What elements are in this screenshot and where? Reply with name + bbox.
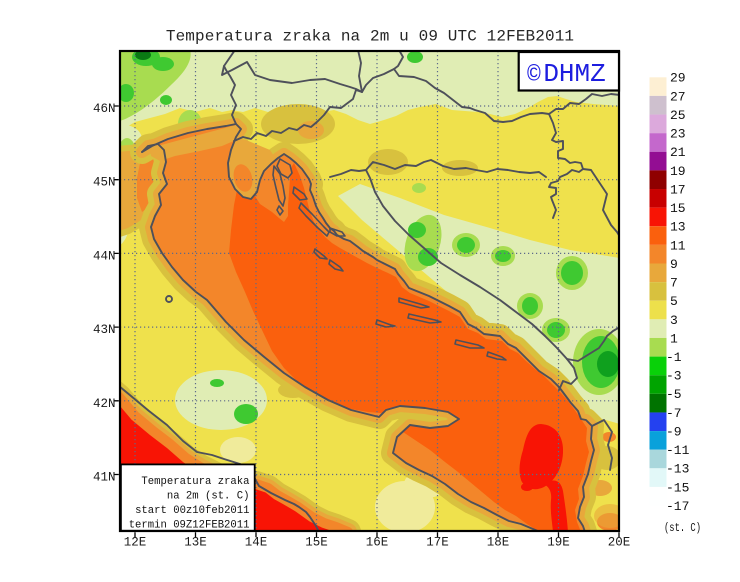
svg-text:5: 5 [670, 294, 678, 309]
svg-text:17: 17 [670, 182, 686, 197]
svg-text:Temperatura zraka: Temperatura zraka [141, 476, 249, 488]
svg-text:termin 09Z12FEB2011: termin 09Z12FEB2011 [129, 520, 250, 532]
svg-text:42N: 42N [93, 397, 116, 411]
svg-text:29: 29 [670, 71, 686, 86]
svg-text:Temperatura zraka na 2m u 09 U: Temperatura zraka na 2m u 09 UTC 12FEB20… [166, 28, 574, 46]
svg-text:15: 15 [670, 201, 686, 216]
svg-text:-5: -5 [666, 387, 682, 402]
svg-text:-7: -7 [666, 406, 682, 421]
svg-text:1: 1 [670, 331, 678, 346]
svg-text:43N: 43N [93, 323, 116, 337]
svg-text:na 2m (st. C): na 2m (st. C) [167, 491, 250, 503]
svg-text:14E: 14E [245, 536, 268, 550]
svg-text:9: 9 [670, 257, 678, 272]
svg-text:44N: 44N [93, 249, 116, 263]
svg-text:41N: 41N [93, 471, 116, 485]
svg-text:-3: -3 [666, 369, 682, 384]
svg-text:45N: 45N [93, 176, 116, 190]
svg-text:-1: -1 [666, 350, 682, 365]
svg-text:18E: 18E [487, 536, 510, 550]
svg-text:25: 25 [670, 108, 686, 123]
svg-text:11: 11 [670, 238, 686, 253]
svg-text:(st. C): (st. C) [664, 521, 701, 535]
svg-text:19: 19 [670, 164, 686, 179]
svg-text:start 00z10feb2011: start 00z10feb2011 [135, 505, 249, 517]
svg-text:7: 7 [670, 276, 678, 291]
svg-text:19E: 19E [547, 536, 570, 550]
svg-text:-15: -15 [666, 480, 689, 495]
svg-text:12E: 12E [124, 536, 147, 550]
svg-text:-9: -9 [666, 425, 682, 440]
svg-text:-11: -11 [666, 443, 690, 458]
svg-text:13E: 13E [184, 536, 207, 550]
svg-text:20E: 20E [608, 536, 631, 550]
svg-text:17E: 17E [426, 536, 449, 550]
svg-text:21: 21 [670, 145, 686, 160]
svg-text:15E: 15E [305, 536, 328, 550]
svg-text:46N: 46N [93, 102, 116, 116]
svg-text:27: 27 [670, 89, 686, 104]
svg-text:-13: -13 [666, 462, 689, 477]
svg-text:13: 13 [670, 220, 686, 235]
svg-text:-17: -17 [666, 499, 689, 514]
svg-text:©DHMZ: ©DHMZ [527, 59, 606, 89]
svg-text:23: 23 [670, 127, 686, 142]
svg-text:3: 3 [670, 313, 678, 328]
svg-text:16E: 16E [366, 536, 389, 550]
